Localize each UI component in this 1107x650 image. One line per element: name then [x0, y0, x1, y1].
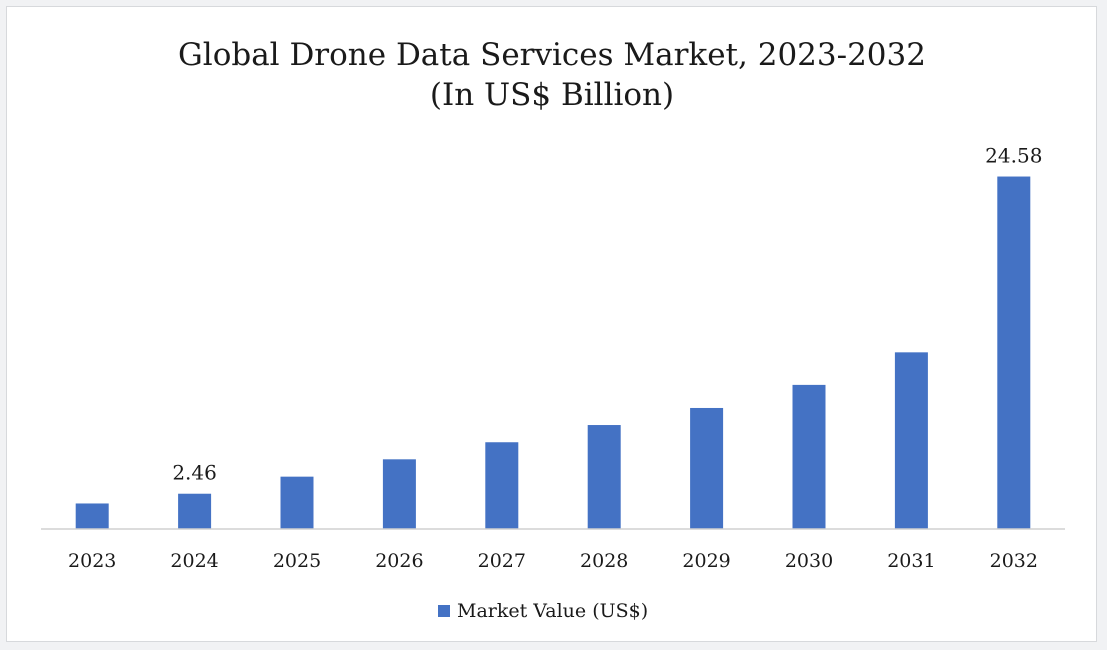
bar-2030	[792, 384, 826, 529]
data-labels: 2.46 24.58	[172, 144, 1042, 485]
bar-2029	[690, 407, 724, 529]
chart-frame: Global Drone Data Services Market, 2023-…	[6, 6, 1097, 642]
x-tick-2032: 2032	[990, 550, 1038, 572]
chart-subtitle: (In US$ Billion)	[430, 77, 674, 113]
x-tick-2023: 2023	[68, 550, 116, 572]
x-tick-2030: 2030	[785, 550, 833, 572]
x-tick-2031: 2031	[887, 550, 935, 572]
x-tick-2029: 2029	[682, 550, 730, 572]
bar-2026	[382, 459, 416, 529]
bar-2027	[485, 442, 519, 529]
bar-chart: Global Drone Data Services Market, 2023-…	[41, 37, 1065, 622]
bar-2025	[280, 476, 314, 529]
legend-label: Market Value (US$)	[457, 600, 648, 622]
bar-2028	[587, 425, 621, 529]
x-tick-2024: 2024	[170, 550, 218, 572]
bar-2024	[178, 493, 212, 529]
chart-title: Global Drone Data Services Market, 2023-…	[178, 37, 926, 73]
bar-series	[75, 176, 1031, 529]
x-tick-2027: 2027	[478, 550, 526, 572]
bar-2023	[75, 503, 109, 529]
data-label-2032: 24.58	[985, 144, 1042, 168]
legend: Market Value (US$)	[438, 600, 648, 622]
x-tick-2028: 2028	[580, 550, 628, 572]
x-tick-2025: 2025	[273, 550, 321, 572]
data-label-2024: 2.46	[172, 461, 217, 485]
x-tick-2026: 2026	[375, 550, 423, 572]
legend-swatch	[438, 605, 450, 617]
bar-2031	[894, 352, 928, 529]
x-axis-ticks: 2023 2024 2025 2026 2027 2028 2029 2030 2031 2032	[68, 550, 1038, 572]
bar-2032	[997, 176, 1031, 529]
